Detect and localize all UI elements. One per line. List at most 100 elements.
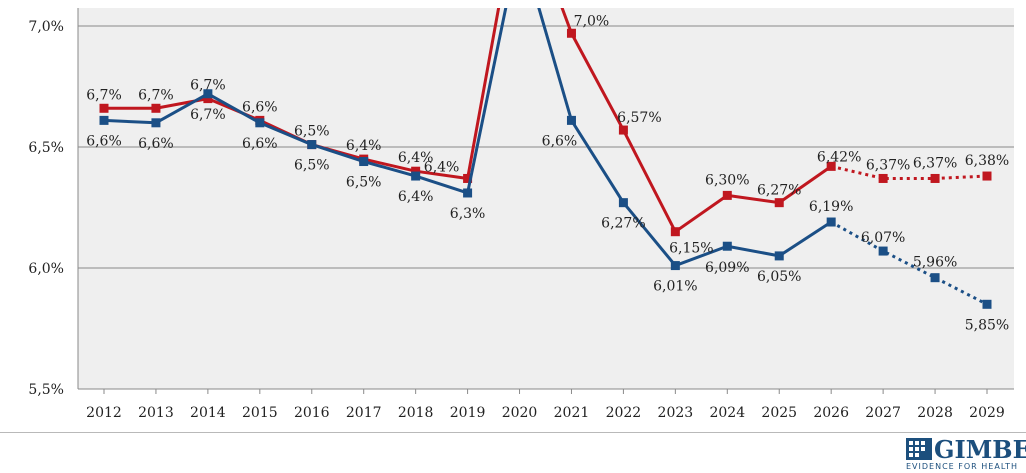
- series-1-data-label: 6,07%: [861, 230, 905, 246]
- y-tick-label: 6,0%: [28, 261, 64, 277]
- series-0-marker: [826, 161, 836, 171]
- x-tick-label: 2017: [346, 405, 382, 421]
- series-0-data-label: 6,5%: [294, 124, 330, 140]
- brand-name: GIMBE: [934, 435, 1026, 464]
- series-1-marker: [99, 115, 109, 125]
- series-1-marker: [670, 261, 680, 271]
- series-0-data-label: 6,27%: [757, 183, 801, 199]
- series-0-marker: [99, 103, 109, 113]
- series-1-marker: [203, 89, 213, 99]
- x-tick-label: 2016: [294, 405, 330, 421]
- x-tick-label: 2019: [450, 405, 486, 421]
- series-1-marker: [151, 118, 161, 128]
- x-tick-label: 2020: [502, 405, 538, 421]
- series-1-data-label: 6,5%: [346, 175, 382, 191]
- series-0-projection-line: [830, 164, 988, 180]
- series-1-data-label: 5,85%: [965, 317, 1009, 333]
- series-0-marker: [722, 190, 732, 200]
- chart-frame: 5,5% 6,0% 6,5% 7,0% 2012 2013 2014 2015 2016 2017…: [0, 8, 1026, 433]
- series-1-projection-line: [830, 220, 988, 306]
- series-1-marker: [878, 246, 888, 256]
- series-0-data-label: 6,7%: [86, 87, 122, 103]
- series-0-data-label: 6,4%: [398, 150, 434, 166]
- series-1-marker: [774, 251, 784, 261]
- series-1-data-label: 6,09%: [705, 260, 749, 276]
- data-labels: 6,7% 6,7% 6,7% 6,6% 6,5% 6,4% 6,4% 6,4% 7,0% 6,57…: [86, 13, 1009, 333]
- series-1-marker: [722, 241, 732, 251]
- series-0-marker: [463, 173, 473, 183]
- series-1-data-label: 6,7%: [190, 107, 226, 123]
- series-0-marker: [774, 198, 784, 208]
- series-0-data-label: 6,15%: [669, 241, 713, 257]
- series-0-marker: [151, 103, 161, 113]
- series-1-data-label: 6,6%: [138, 136, 174, 152]
- series-1-data-label: 6,5%: [294, 158, 330, 174]
- series-1-marker: [982, 299, 992, 309]
- series-1-marker: [566, 115, 576, 125]
- series-1-marker: [255, 118, 265, 128]
- series-1-data-label: 6,6%: [542, 133, 578, 149]
- x-tick-label: 2014: [190, 405, 226, 421]
- series-0-marker: [618, 125, 628, 135]
- series-1-data-label: 6,01%: [653, 279, 697, 295]
- x-tick-label: 2012: [86, 405, 122, 421]
- series-0-data-label: 6,42%: [817, 149, 861, 165]
- series-0-marker: [203, 94, 213, 104]
- series-0-marker: [878, 173, 888, 183]
- series-clip-group: [99, 8, 992, 309]
- series-1-marker: [463, 188, 473, 198]
- series-1-data-label: 6,6%: [86, 133, 122, 149]
- series-1-marker: [307, 140, 317, 150]
- series-1-marker: [826, 217, 836, 227]
- x-tick-label: 2026: [813, 405, 849, 421]
- y-tick-label: 5,5%: [28, 382, 64, 398]
- x-tick-label: 2028: [917, 405, 953, 421]
- series-0-data-label: 6,37%: [866, 157, 910, 173]
- gimbe-logo: GIMBE EVIDENCE FOR HEALTH: [906, 435, 1026, 473]
- series-0-data-label: 6,6%: [242, 99, 278, 115]
- series-0-data-label: 6,37%: [913, 155, 957, 171]
- series-0-marker: [670, 227, 680, 237]
- series-0-data-label: 6,38%: [965, 153, 1009, 169]
- axes: 5,5% 6,0% 6,5% 7,0% 2012 2013 2014 2015 2016 2017…: [28, 8, 1014, 421]
- series-0-data-label: 6,7%: [138, 87, 174, 103]
- series-1-data-label: 6,05%: [757, 269, 801, 285]
- brand-tagline: EVIDENCE FOR HEALTH: [906, 462, 1019, 471]
- series-0-data-label: 6,7%: [190, 78, 226, 94]
- x-tick-label: 2025: [761, 405, 797, 421]
- series-0-data-label: 7,0%: [574, 13, 610, 29]
- series-1-marker: [411, 171, 421, 181]
- series-1-marker: [359, 157, 369, 167]
- x-tick-label: 2021: [554, 405, 590, 421]
- series-0-data-label: 6,4%: [346, 138, 382, 154]
- logo-grid-icon: [906, 438, 932, 460]
- y-tick-label: 6,5%: [28, 140, 64, 156]
- y-tick-label: 7,0%: [28, 19, 64, 35]
- series-0-marker: [566, 28, 576, 38]
- x-tick-label: 2029: [969, 405, 1005, 421]
- x-tick-label: 2023: [658, 405, 694, 421]
- series-1-data-label: 6,19%: [809, 199, 853, 215]
- x-tick-label: 2018: [398, 405, 434, 421]
- x-tick-label: 2022: [606, 405, 642, 421]
- grid-lines: [78, 8, 1014, 389]
- x-tick-label: 2027: [865, 405, 901, 421]
- series-1-data-label: 6,4%: [398, 189, 434, 205]
- series-1-marker: [618, 198, 628, 208]
- x-tick-label: 2015: [242, 405, 278, 421]
- x-tick-label: 2024: [709, 405, 745, 421]
- series-0-marker: [930, 173, 940, 183]
- series-0-data-label: 6,30%: [705, 172, 749, 188]
- series-1-data-label: 5,96%: [913, 255, 957, 271]
- line-chart: 5,5% 6,0% 6,5% 7,0% 2012 2013 2014 2015 2016 2017…: [28, 8, 1014, 421]
- series-1-data-label: 6,6%: [242, 136, 278, 152]
- x-tick-label: 2013: [138, 405, 174, 421]
- series-0-marker: [411, 166, 421, 176]
- series-0-marker: [982, 171, 992, 181]
- plot-area: [78, 8, 1014, 389]
- series-1-data-label: 6,3%: [450, 206, 486, 222]
- series-0-data-label: 6,57%: [617, 110, 661, 126]
- series-1-marker: [930, 273, 940, 283]
- series-1-data-label: 6,27%: [601, 216, 645, 232]
- series-lines: [99, 8, 992, 309]
